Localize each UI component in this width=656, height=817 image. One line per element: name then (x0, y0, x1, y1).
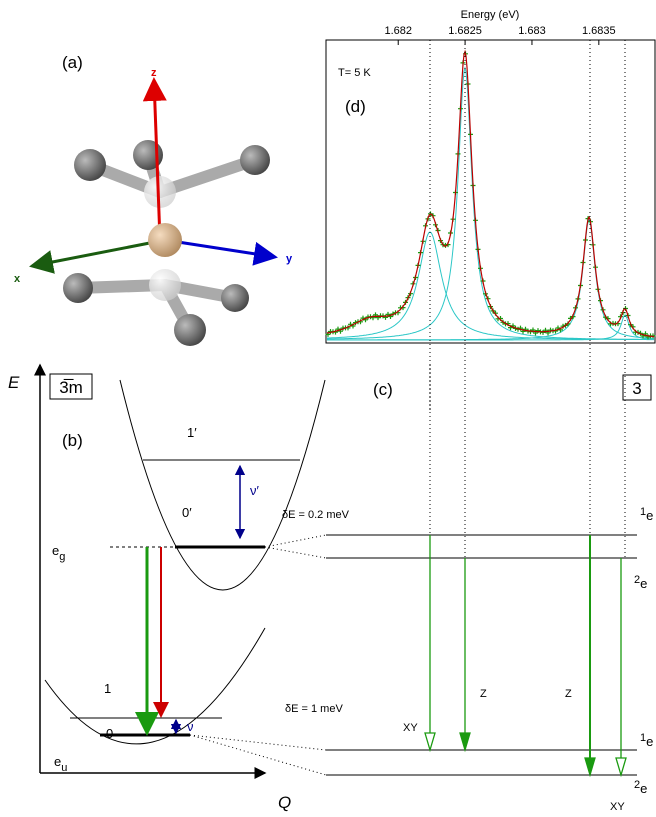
spacing-label: ν (187, 719, 194, 734)
level-label: 1′ (187, 425, 197, 440)
level-label: 0 (106, 726, 113, 741)
splitting-label: δE = 1 meV (285, 703, 343, 715)
svg-text:1e: 1e (640, 732, 653, 749)
svg-text:2e: 2e (634, 779, 647, 796)
fit-curve (327, 52, 654, 337)
component-curve (327, 220, 654, 340)
component-curve (327, 232, 654, 340)
axis-title: E (8, 373, 20, 392)
axis-title: Q (278, 793, 291, 812)
state-label: e (52, 543, 59, 558)
level-label: e (640, 781, 647, 796)
x-axis-title: Energy (eV) (461, 9, 520, 21)
symmetry: 3̅m (59, 378, 83, 397)
symmetry: 3 (632, 379, 641, 398)
axis-label: y (286, 253, 293, 265)
panel-label: (d) (345, 97, 366, 116)
transition-label: XY (403, 722, 418, 734)
level-label: 1 (104, 681, 111, 696)
svg-text:eg: eg (52, 543, 65, 563)
panel-label: (a) (62, 53, 83, 72)
guide-lines (430, 40, 625, 558)
level-label: e (646, 508, 653, 523)
svg-text:1e: 1e (640, 506, 653, 523)
spectrum-panel: Energy (eV) T= 5 K (d) 1.682 1.6825 1.683 1… (326, 9, 656, 343)
level-label: 0′ (182, 505, 192, 520)
level-scheme: (c) 3 δE = 0.2 meV δE = 1 meV 1e 2e 1e 2… (190, 375, 653, 813)
plot-frame (326, 40, 655, 343)
x-tick-label: 1.683 (518, 25, 546, 37)
state-subscript: g (59, 551, 65, 563)
molecule: (a) z x y (14, 53, 293, 346)
transition-label: Z (565, 688, 572, 700)
figure: (a) z x y Energy (eV) T= 5 K (d) 1.682 1.… (0, 0, 656, 817)
axis-label: x (14, 273, 21, 285)
annotation: T= 5 K (338, 67, 371, 79)
svg-text:eu: eu (54, 754, 67, 774)
x-tick-label: 1.682 (384, 25, 412, 37)
splitting-label: δE = 0.2 meV (282, 509, 350, 521)
spacing-label: ν′ (250, 483, 260, 498)
axis-label: z (151, 67, 157, 79)
panel-label: (c) (373, 380, 393, 399)
svg-text:2e: 2e (634, 574, 647, 591)
panel-label: (b) (62, 431, 83, 450)
state-subscript: u (61, 762, 67, 774)
measured-points (326, 51, 656, 339)
x-tick-label: 1.6825 (448, 25, 482, 37)
state-label: e (54, 754, 61, 769)
x-tick-label: 1.6835 (582, 25, 616, 37)
transition-label: Z (480, 688, 487, 700)
level-label: e (640, 576, 647, 591)
level-label: e (646, 734, 653, 749)
transition-label: XY (610, 801, 625, 813)
